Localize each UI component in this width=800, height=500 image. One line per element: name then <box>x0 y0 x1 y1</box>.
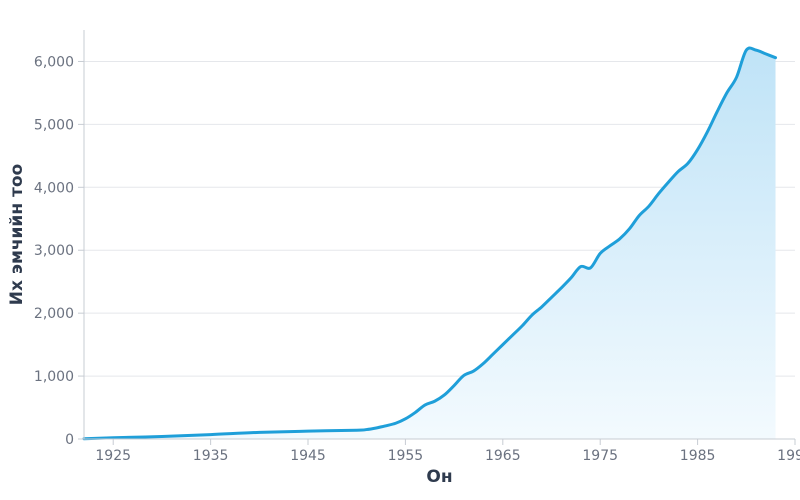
y-tick-label: 5,000 <box>34 117 74 133</box>
x-tick-label: 1945 <box>290 448 326 464</box>
series-area <box>84 47 776 439</box>
y-tick-label: 6,000 <box>34 54 74 70</box>
x-axis-title: Он <box>426 467 452 487</box>
x-tick-label: 1985 <box>680 448 716 464</box>
x-tick-label: 1995 <box>777 448 800 464</box>
y-tick-label: 2,000 <box>34 306 74 322</box>
y-tick-label: 3,000 <box>34 243 74 259</box>
y-tick-label: 1,000 <box>34 369 74 385</box>
x-tick-label: 1935 <box>193 448 229 464</box>
x-tick-label: 1955 <box>388 448 424 464</box>
x-axis: 1925 1935 1945 1955 1965 1975 1985 1995 <box>95 439 800 464</box>
y-tick-label: 0 <box>65 432 74 448</box>
x-tick-label: 1965 <box>485 448 521 464</box>
y-axis-title: Их эмчийн тоо <box>7 164 27 305</box>
series-line <box>82 46 778 441</box>
y-axis: 0 1,000 2,000 3,000 4,000 5,000 6,000 <box>34 54 84 448</box>
x-tick-label: 1975 <box>582 448 618 464</box>
y-tick-label: 4,000 <box>34 180 74 196</box>
x-tick-label: 1925 <box>95 448 131 464</box>
